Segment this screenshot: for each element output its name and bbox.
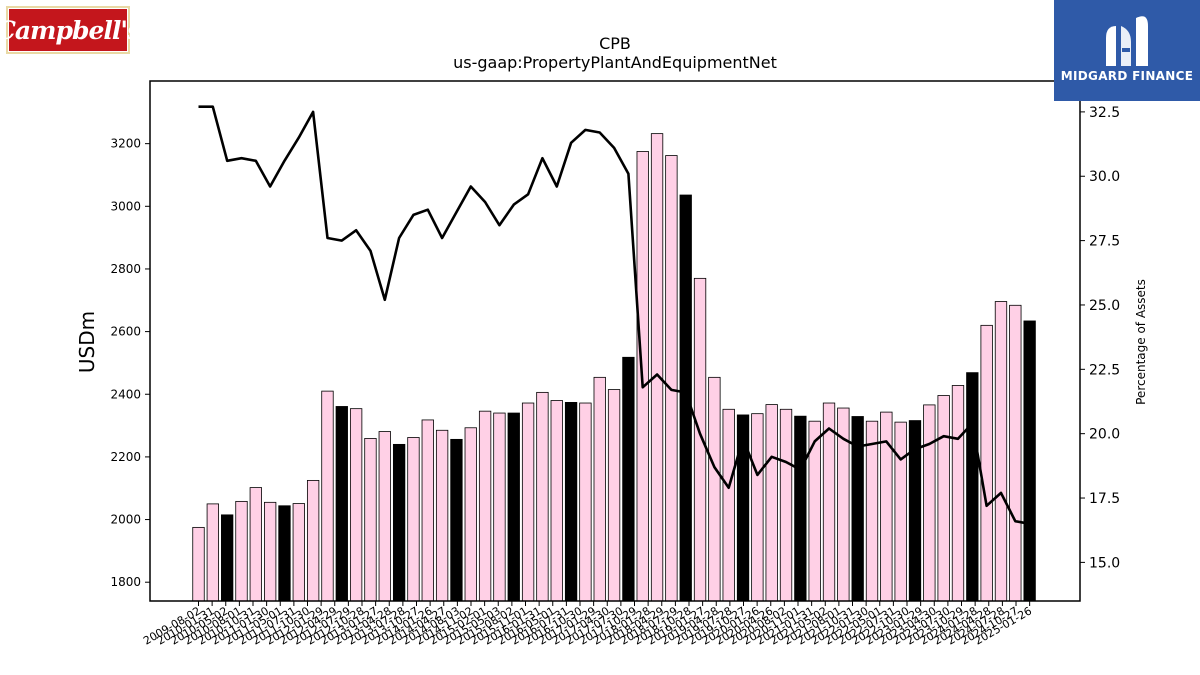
bar	[937, 395, 950, 602]
y-tick-label: 3000	[110, 199, 141, 213]
bar	[407, 437, 420, 602]
y-tick-label: 2800	[110, 262, 141, 276]
midgard-m-icon	[1106, 16, 1148, 66]
y-tick-label: 2600	[110, 325, 141, 339]
bar	[665, 155, 678, 602]
bar	[292, 503, 305, 602]
campbells-logo: Campbell's	[0, 6, 141, 54]
bar	[507, 412, 520, 602]
bar	[335, 406, 348, 602]
bar	[206, 503, 219, 602]
bar	[779, 408, 793, 602]
bar	[221, 514, 234, 602]
y-tick-label: 2000	[110, 513, 141, 527]
bar	[278, 505, 291, 602]
bar	[263, 501, 277, 602]
bar	[722, 408, 735, 602]
y2-tick-label: 22.5	[1089, 362, 1120, 378]
bar	[894, 421, 907, 602]
y2-tick-label: 20.0	[1089, 427, 1120, 443]
bar	[364, 438, 377, 602]
y-tick-label: 3200	[110, 137, 141, 151]
bar	[235, 500, 248, 602]
y2-tick-label: 25.0	[1089, 298, 1120, 314]
bar	[493, 412, 506, 602]
bar	[679, 194, 692, 602]
bar	[349, 408, 363, 602]
bar	[865, 420, 879, 602]
chart-title: CPB	[599, 34, 631, 53]
chart-subtitle: us-gaap:PropertyPlantAndEquipmentNet	[453, 53, 777, 72]
bar	[464, 427, 477, 602]
midgard-finance-logo: MIDGARD FINANCE	[1054, 0, 1200, 101]
y-axis-label: USDm	[75, 311, 99, 373]
bar	[951, 385, 965, 602]
y2-tick-label: 17.5	[1089, 491, 1120, 507]
bar	[521, 402, 535, 602]
bar	[765, 404, 778, 602]
y2-tick-label: 32.5	[1089, 105, 1120, 121]
bar	[550, 400, 563, 602]
bar	[708, 376, 721, 602]
y-tick-label: 2400	[110, 387, 141, 401]
y2-tick-label: 15.0	[1089, 555, 1120, 571]
bar	[192, 526, 205, 602]
y-tick-label: 1800	[110, 575, 141, 589]
bar	[564, 401, 578, 602]
bar	[435, 429, 449, 602]
y2-tick-label: 27.5	[1089, 234, 1120, 250]
midgard-finance-brand-text: MIDGARD FINANCE	[1060, 69, 1194, 83]
bar	[421, 419, 434, 602]
bar	[794, 415, 807, 602]
bar	[994, 301, 1008, 602]
bar	[579, 402, 592, 602]
bar	[306, 479, 320, 602]
campbells-logo-text: Campbell's	[0, 15, 141, 45]
plot-frame	[149, 80, 1081, 602]
bar	[593, 376, 606, 602]
bar	[607, 389, 621, 602]
bar	[980, 324, 993, 602]
bar	[478, 410, 492, 602]
y-tick-label: 2200	[110, 450, 141, 464]
bar	[751, 413, 764, 602]
bar	[392, 443, 406, 602]
y2-tick-label: 30.0	[1089, 169, 1120, 185]
bar	[1023, 320, 1036, 602]
bar	[321, 390, 334, 602]
bar	[650, 133, 664, 602]
bar	[378, 431, 391, 602]
y2-axis-label: Percentage of Assets	[1134, 279, 1148, 405]
percent-of-assets-line	[198, 105, 1030, 526]
bar	[693, 277, 707, 602]
bar	[923, 404, 936, 602]
bar	[1009, 304, 1022, 602]
bar	[450, 438, 463, 602]
bar	[966, 372, 979, 602]
bar	[536, 391, 549, 602]
bar	[622, 356, 635, 602]
bar	[249, 487, 262, 602]
